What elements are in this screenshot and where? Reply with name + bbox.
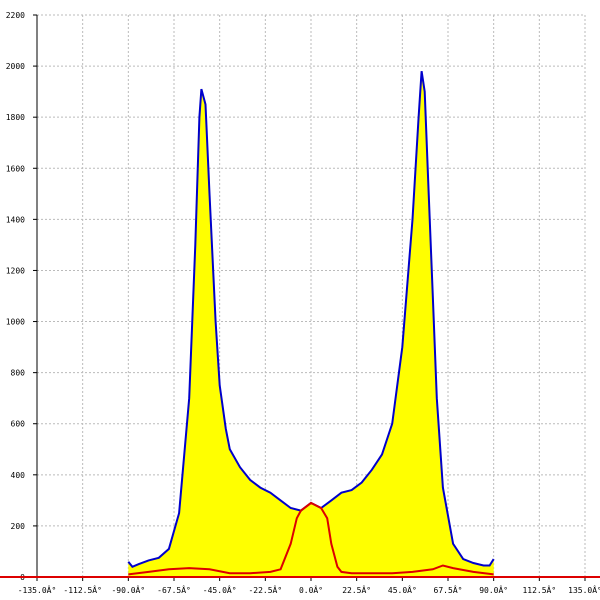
x-tick-label: -135.0Â° bbox=[18, 584, 57, 595]
y-tick-label: 1200 bbox=[6, 266, 25, 275]
x-tick-label: 135.0Â° bbox=[568, 584, 600, 595]
y-tick-label: 200 bbox=[11, 522, 26, 531]
line bbox=[128, 501, 494, 576]
y-tick-label: 400 bbox=[11, 471, 26, 480]
y-tick-label: 2200 bbox=[6, 11, 25, 20]
x-tick-label: 90.0Â° bbox=[479, 584, 508, 595]
y-tick-label: 600 bbox=[11, 420, 26, 429]
x-tick-label: -22.5Â° bbox=[248, 584, 282, 595]
x-tick-label: 0.0Â° bbox=[299, 584, 323, 595]
y-tick-label: 2000 bbox=[6, 62, 25, 71]
x-tick-label: 45.0Â° bbox=[388, 584, 417, 595]
y-tick-label: 1600 bbox=[6, 164, 25, 173]
x-tick-label: -45.0Â° bbox=[203, 584, 237, 595]
x-tick-label: 112.5Â° bbox=[522, 584, 556, 595]
y-tick-label: 1400 bbox=[6, 215, 25, 224]
x-tick-label: -112.5Â° bbox=[63, 584, 102, 595]
x-tick-label: 22.5Â° bbox=[342, 584, 371, 595]
x-tick-label: -90.0Â° bbox=[111, 584, 145, 595]
y-tick-label: 1000 bbox=[6, 318, 25, 327]
area bbox=[128, 71, 494, 577]
x-tick-label: -67.5Â° bbox=[157, 584, 191, 595]
x-tick-label: 67.5Â° bbox=[434, 584, 463, 595]
y-tick-label: 1800 bbox=[6, 113, 25, 122]
y-tick-label: 800 bbox=[11, 369, 26, 378]
